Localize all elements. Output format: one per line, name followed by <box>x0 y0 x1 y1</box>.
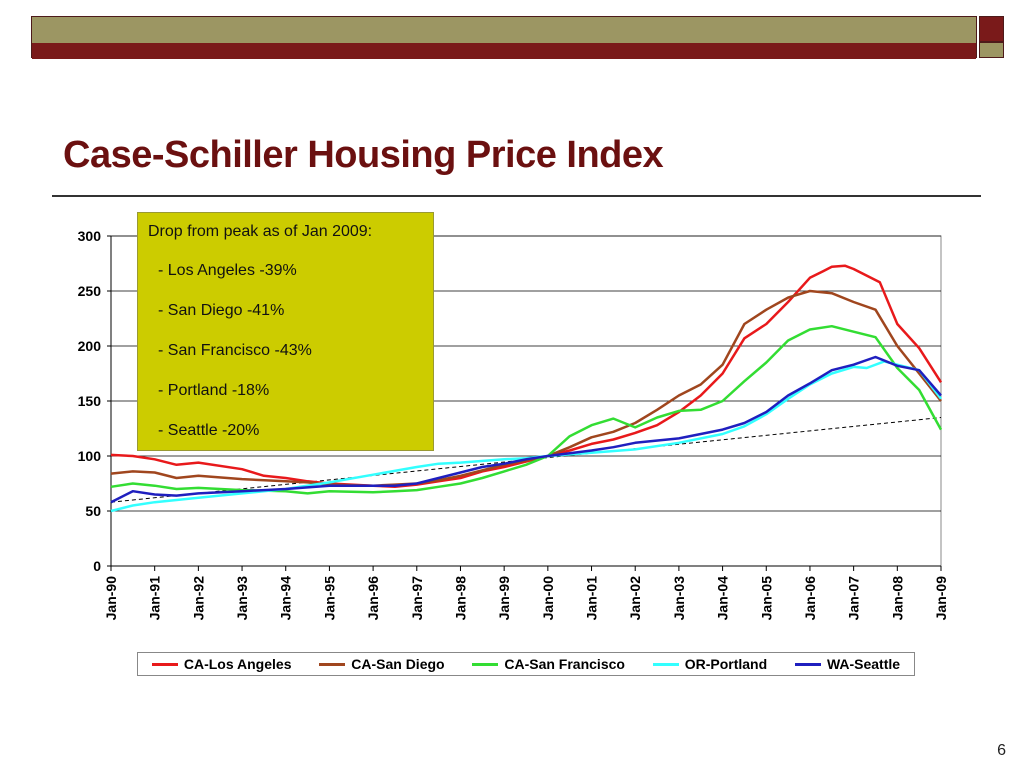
x-tick-label: Jan-98 <box>452 576 468 621</box>
callout-item: - San Francisco -43% <box>158 342 312 359</box>
title-divider <box>52 195 981 197</box>
x-tick-label: Jan-92 <box>190 576 206 621</box>
x-tick-label: Jan-03 <box>671 576 687 621</box>
x-tick-label: Jan-95 <box>321 576 337 621</box>
legend-swatch <box>319 662 346 666</box>
y-tick-label: 300 <box>78 228 102 244</box>
x-tick-label: Jan-90 <box>103 576 119 621</box>
y-tick-label: 200 <box>78 338 102 354</box>
x-tick-label: Jan-01 <box>584 576 600 621</box>
legend-swatch <box>151 662 178 666</box>
x-tick-label: Jan-02 <box>627 576 643 621</box>
legend-swatch <box>652 662 679 666</box>
x-tick-label: Jan-07 <box>846 576 862 621</box>
callout-item: - Seattle -20% <box>158 422 260 439</box>
x-tick-label: Jan-99 <box>496 576 512 621</box>
chart-legend: CA-Los Angeles CA-San Diego CA-San Francis… <box>137 652 915 676</box>
x-tick-label: Jan-91 <box>147 576 163 621</box>
y-tick-label: 100 <box>78 448 102 464</box>
callout-box: Drop from peak as of Jan 2009: - Los Ang… <box>137 212 434 451</box>
page-number: 6 <box>997 742 1006 759</box>
legend-entry: CA-Los Angeles <box>151 656 292 672</box>
callout-item: - San Diego -41% <box>158 302 285 319</box>
legend-entry: CA-San Francisco <box>472 656 625 672</box>
corner-square-olive <box>979 42 1004 58</box>
legend-swatch <box>794 662 821 666</box>
x-tick-label: Jan-04 <box>715 576 731 621</box>
series-line <box>110 355 942 504</box>
legend-label: CA-Los Angeles <box>183 656 292 672</box>
x-tick-label: Jan-06 <box>802 576 818 621</box>
y-tick-label: 50 <box>85 503 101 519</box>
maroon-stripe <box>32 43 976 59</box>
legend-entry: OR-Portland <box>652 656 768 672</box>
legend-label: CA-San Francisco <box>504 656 625 672</box>
callout-heading: Drop from peak as of Jan 2009: <box>148 223 373 240</box>
series-line <box>110 324 943 495</box>
x-tick-label: Jan-93 <box>234 576 250 621</box>
olive-band <box>32 17 976 43</box>
corner-square-maroon <box>979 16 1004 42</box>
series-line <box>110 289 942 487</box>
y-tick-label: 150 <box>78 393 102 409</box>
y-tick-label: 250 <box>78 283 102 299</box>
legend-label: OR-Portland <box>684 656 768 672</box>
legend-label: CA-San Diego <box>351 656 445 672</box>
x-tick-label: Jan-97 <box>409 576 425 621</box>
x-tick-label: Jan-94 <box>278 576 294 621</box>
legend-label: WA-Seattle <box>826 656 901 672</box>
x-tick-label: Jan-96 <box>365 576 381 621</box>
x-tick-label: Jan-00 <box>540 576 556 621</box>
callout-item: - Los Angeles -39% <box>158 262 297 279</box>
y-tick-label: 0 <box>93 558 101 574</box>
legend-swatch <box>472 662 499 666</box>
slide-title: Case-Schiller Housing Price Index <box>63 134 664 176</box>
x-tick-label: Jan-09 <box>933 576 949 621</box>
trendline <box>110 417 942 503</box>
callout-item: - Portland -18% <box>158 382 270 399</box>
series-line <box>110 264 943 489</box>
legend-entry: CA-San Diego <box>319 656 445 672</box>
x-tick-label: Jan-05 <box>758 576 774 621</box>
x-tick-label: Jan-08 <box>889 576 905 621</box>
top-decorative-bar <box>31 16 977 59</box>
legend-entry: WA-Seattle <box>794 656 901 672</box>
